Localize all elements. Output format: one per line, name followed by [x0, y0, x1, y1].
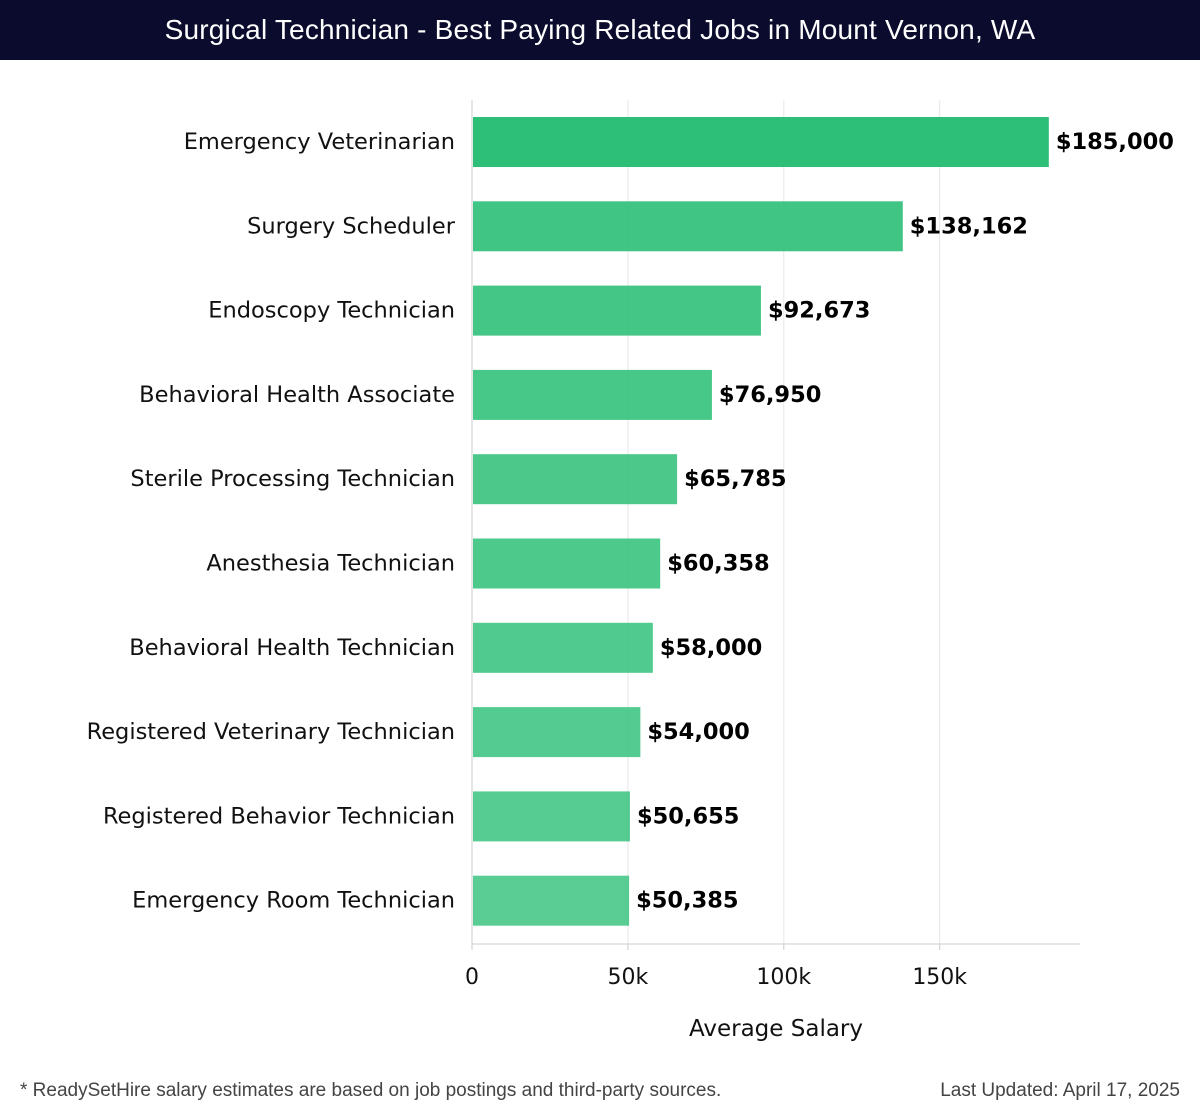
bar [473, 285, 761, 336]
bar [473, 538, 661, 589]
value-label: $76,950 [719, 382, 821, 408]
bars [473, 117, 1049, 926]
category-label: Surgery Scheduler [247, 213, 456, 239]
value-label: $60,358 [667, 551, 769, 577]
value-label: $50,385 [636, 888, 738, 914]
value-label: $58,000 [660, 635, 762, 661]
bar [473, 622, 653, 673]
footer-note: * ReadySetHire salary estimates are base… [20, 1080, 722, 1101]
value-label: $50,655 [637, 803, 739, 829]
category-label: Behavioral Health Technician [129, 635, 455, 661]
category-labels: Emergency Veterinarian Surgery Scheduler E… [87, 129, 456, 914]
category-label: Registered Veterinary Technician [87, 719, 455, 745]
value-labels: $185,000 $138,162 $92,673 $76,950 $65,785 $60… [636, 129, 1174, 914]
salary-bar-chart: Emergency Veterinarian Surgery Scheduler E… [87, 100, 1174, 1042]
category-label: Anesthesia Technician [206, 551, 455, 577]
x-axis-title: Average Salary [689, 1016, 863, 1042]
bar [473, 454, 678, 505]
bar [473, 791, 630, 842]
bar [473, 875, 630, 926]
category-label: Emergency Veterinarian [184, 129, 455, 155]
x-tick-labels: 0 50k 100k 150k [465, 965, 967, 990]
last-updated: Last Updated: April 17, 2025 [940, 1080, 1180, 1101]
bar [473, 117, 1049, 167]
category-label: Registered Behavior Technician [103, 803, 455, 829]
x-tick-label: 150k [912, 965, 967, 990]
value-label: $92,673 [768, 298, 870, 324]
value-label: $65,785 [684, 466, 786, 492]
x-tick-label: 0 [465, 965, 479, 990]
bar [473, 369, 712, 420]
value-label: $185,000 [1056, 129, 1174, 155]
axes [471, 100, 1080, 950]
chart-title: Surgical Technician - Best Paying Relate… [0, 0, 1200, 60]
value-label: $138,162 [910, 213, 1028, 239]
category-label: Behavioral Health Associate [139, 382, 455, 408]
category-label: Endoscopy Technician [208, 298, 455, 324]
value-label: $54,000 [647, 719, 749, 745]
bar [473, 707, 641, 758]
category-label: Emergency Room Technician [132, 888, 455, 914]
bar [473, 201, 903, 252]
category-label: Sterile Processing Technician [130, 466, 455, 492]
x-tick-label: 100k [756, 965, 811, 990]
x-tick-label: 50k [608, 965, 649, 990]
